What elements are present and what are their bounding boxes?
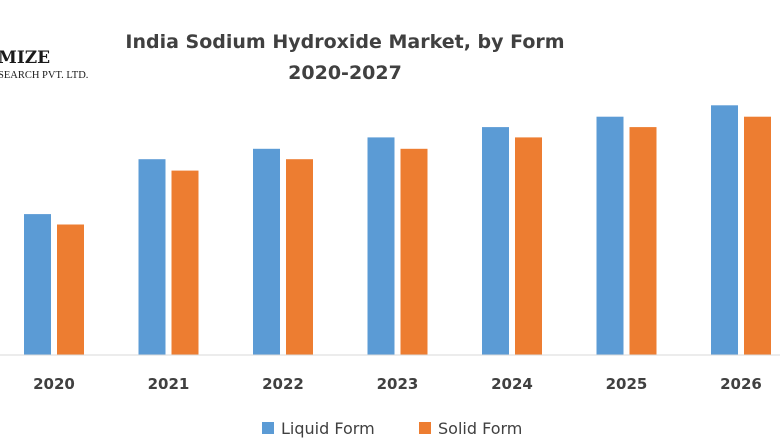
legend-label-solid-form: Solid Form [438,419,522,438]
x-tick-label: 2020 [33,375,75,393]
x-tick-label: 2026 [720,375,762,393]
legend: Liquid Form Solid Form [262,419,522,438]
bar-solid-form-2026 [744,116,771,355]
bar-solid-form-2025 [629,127,657,355]
bar-liquid-form-2024 [482,127,509,355]
bar-solid-form-2020 [57,224,84,355]
x-tick-label: 2021 [148,375,190,393]
x-tick-label: 2022 [262,375,304,393]
logo-line-1: MIZE [0,48,50,68]
bar-liquid-form-2026 [711,105,738,355]
bar-liquid-form-2022 [253,148,280,355]
chart-subtitle: 2020-2027 [288,62,402,84]
bar-liquid-form-2025 [596,116,624,355]
bar-solid-form-2022 [286,159,313,355]
bars-group [24,105,771,355]
logo: MIZE SEARCH PVT. LTD. [0,48,88,81]
bar-liquid-form-2020 [24,214,51,355]
bar-solid-form-2024 [515,137,542,355]
x-tick-label: 2023 [377,375,419,393]
legend-swatch-solid-form [419,422,431,434]
bar-solid-form-2021 [171,170,199,355]
bar-liquid-form-2023 [367,137,395,355]
x-tick-labels: 2020 2021 2022 2023 2024 2025 2026 [33,375,762,393]
x-tick-label: 2025 [606,375,648,393]
logo-line-2: SEARCH PVT. LTD. [0,70,88,81]
legend-label-liquid-form: Liquid Form [281,419,375,438]
legend-swatch-liquid-form [262,422,274,434]
chart-title: India Sodium Hydroxide Market, by Form [125,31,564,53]
bar-liquid-form-2021 [138,159,166,355]
bar-solid-form-2023 [400,148,428,355]
x-tick-label: 2024 [491,375,533,393]
